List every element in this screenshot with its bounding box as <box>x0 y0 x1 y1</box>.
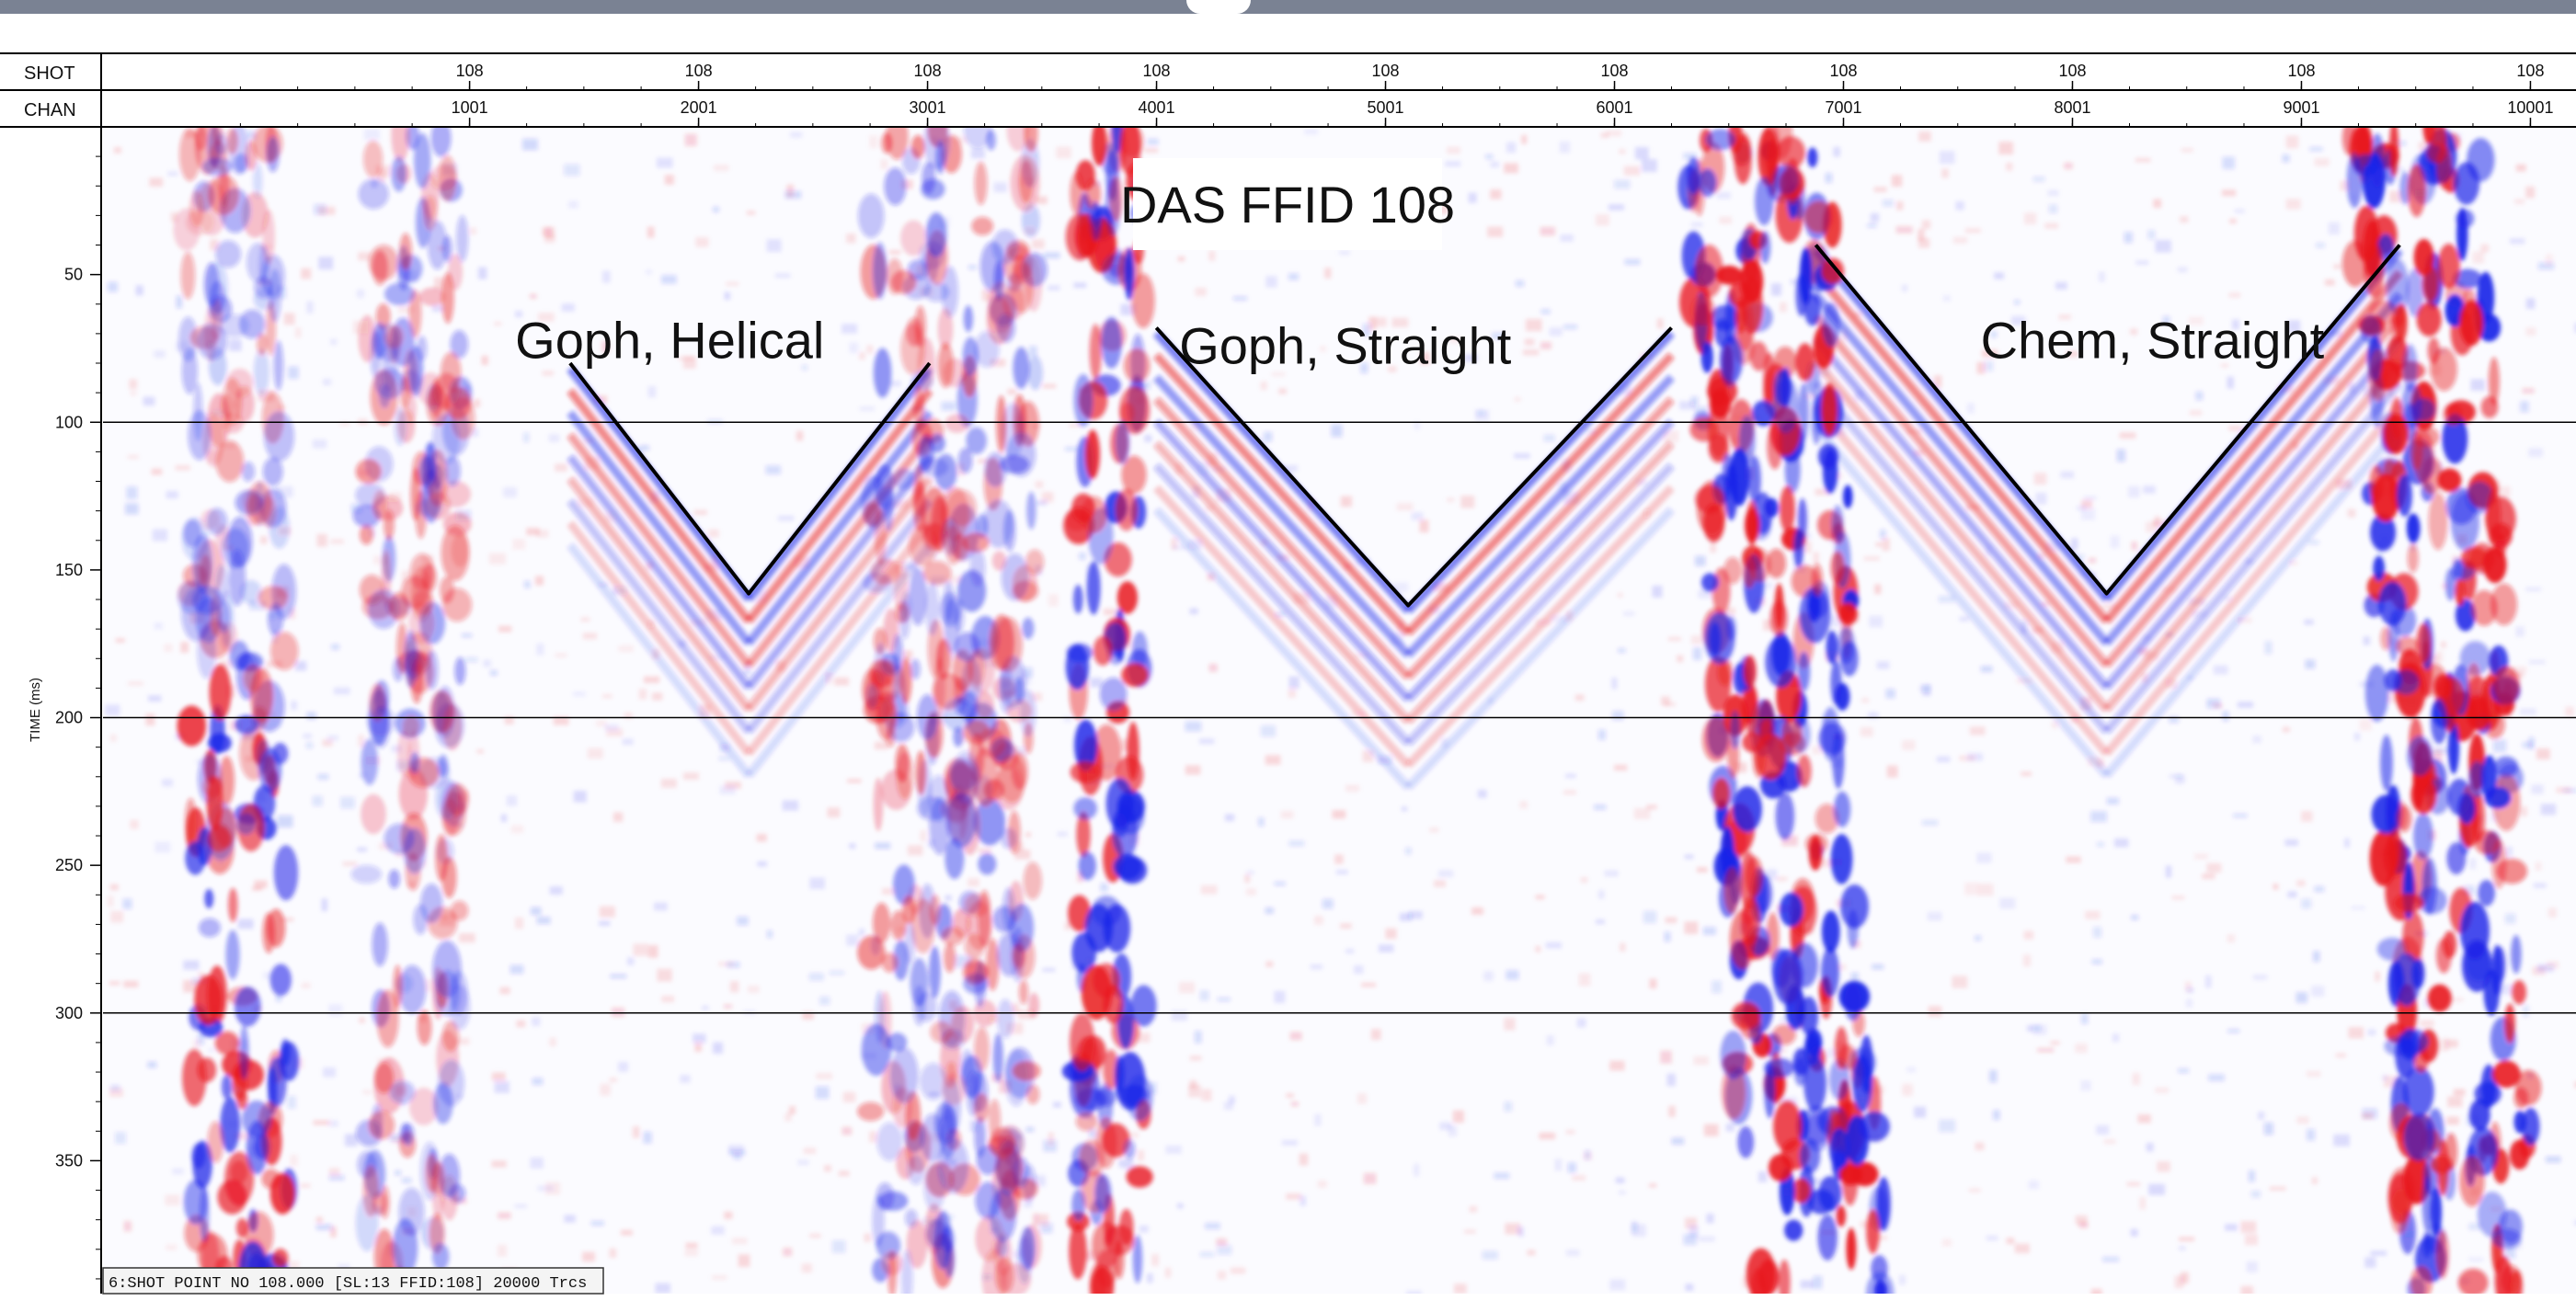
first-break-pick-2 <box>1154 326 1673 608</box>
chan-tick-label: 6001 <box>1597 98 1633 117</box>
shot-tick-label: 108 <box>1829 62 1857 80</box>
chan-tick-label: 9001 <box>2283 98 2319 117</box>
shot-tick-label: 108 <box>2516 62 2544 80</box>
chart-title: DAS FFID 108 <box>1120 176 1455 234</box>
shot-tick-label: 108 <box>914 62 942 80</box>
chan-tick-label: 8001 <box>2054 98 2090 117</box>
annotation-3: Chem, Straight <box>1981 311 2325 369</box>
chan-tick-label: 7001 <box>1825 98 1861 117</box>
annotation-2: Goph, Straight <box>1179 317 1512 375</box>
status-text: 6:SHOT POINT NO 108.000 [SL:13 FFID:108]… <box>109 1275 587 1293</box>
header-shot-label: SHOT <box>24 63 75 84</box>
first-break-pick-3 <box>1814 244 2401 596</box>
status-bar <box>102 1267 604 1295</box>
chan-tick-label: 2001 <box>681 98 717 117</box>
y-tick-label: 250 <box>55 856 83 874</box>
shot-tick-label: 108 <box>2058 62 2086 80</box>
chan-tick-label: 1001 <box>452 98 488 117</box>
y-tick-label: 100 <box>55 413 83 431</box>
y-ticks-layer: 50 100 150 200 250 300 350 <box>55 155 101 1280</box>
shot-tick-label: 108 <box>1601 62 1629 80</box>
wavefield-layer <box>105 127 2576 1294</box>
y-tick-label: 150 <box>55 561 83 579</box>
chan-tick-label: 5001 <box>1368 98 1404 117</box>
y-tick-label: 50 <box>64 266 83 284</box>
top-title-band <box>0 0 2576 14</box>
y-tick-label: 200 <box>55 709 83 727</box>
chan-tick-label: 4001 <box>1139 98 1175 117</box>
y-axis-title: TIME (ms) <box>28 678 43 742</box>
y-tick-label: 350 <box>55 1151 83 1169</box>
first-break-picks-layer <box>568 244 2401 608</box>
x-ticks-layer: 108 1001 108 2001 108 3001 108 4001 108 5001 108 60… <box>239 62 2553 127</box>
top-band-logo-fragment <box>1186 0 1251 14</box>
shot-tick-label: 108 <box>1372 62 1400 80</box>
shot-tick-label: 108 <box>2287 62 2315 80</box>
annotations-layer: Goph, Helical Goph, Straight Chem, Straigh… <box>515 311 2324 374</box>
chan-tick-label: 3001 <box>910 98 946 117</box>
annotation-1: Goph, Helical <box>515 311 824 369</box>
chan-tick-label: 10001 <box>2507 98 2553 117</box>
shot-tick-label: 108 <box>456 62 484 80</box>
shot-tick-label: 108 <box>685 62 713 80</box>
title-box <box>1133 158 1442 250</box>
shot-tick-label: 108 <box>1143 62 1171 80</box>
header-chan-label: CHAN <box>24 100 76 120</box>
first-break-pick-1 <box>568 361 932 596</box>
y-tick-label: 300 <box>55 1004 83 1022</box>
gridlines-layer <box>103 421 2576 1014</box>
